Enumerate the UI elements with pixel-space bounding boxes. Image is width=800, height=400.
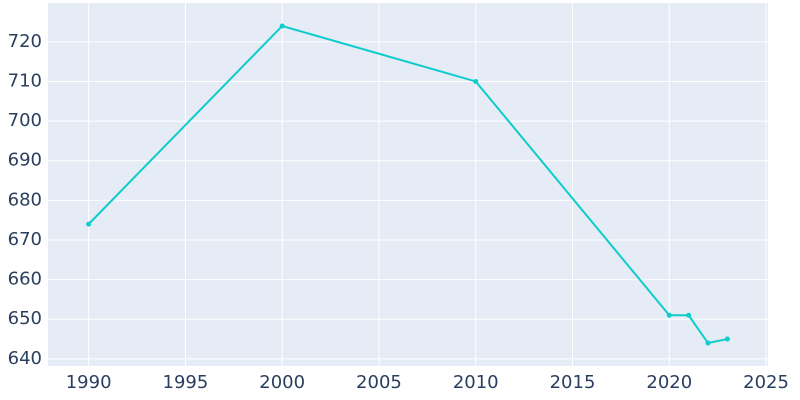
y-tick-label: 670: [8, 229, 42, 250]
x-tick-label: 2020: [646, 372, 692, 393]
x-tick-label: 2005: [356, 372, 402, 393]
data-point: [724, 336, 730, 342]
y-tick-label: 640: [8, 348, 42, 369]
x-tick-label: 2025: [743, 372, 789, 393]
data-point: [473, 78, 479, 84]
data-point: [686, 312, 692, 318]
y-tick-label: 710: [8, 70, 42, 91]
data-point: [705, 340, 711, 346]
y-tick-label: 690: [8, 150, 42, 171]
y-tick-label: 720: [8, 31, 42, 52]
x-tick-label: 1990: [66, 372, 112, 393]
data-point: [666, 312, 672, 318]
y-tick-label: 680: [8, 189, 42, 210]
y-tick-label: 650: [8, 308, 42, 329]
data-point: [86, 221, 92, 227]
data-point: [279, 23, 285, 29]
x-tick-label: 2015: [550, 372, 596, 393]
plot-area: [48, 3, 768, 366]
x-tick-label: 1995: [163, 372, 209, 393]
y-tick-label: 700: [8, 110, 42, 131]
x-tick-label: 2000: [259, 372, 305, 393]
y-tick-label: 660: [8, 269, 42, 290]
x-tick-label: 2010: [453, 372, 499, 393]
